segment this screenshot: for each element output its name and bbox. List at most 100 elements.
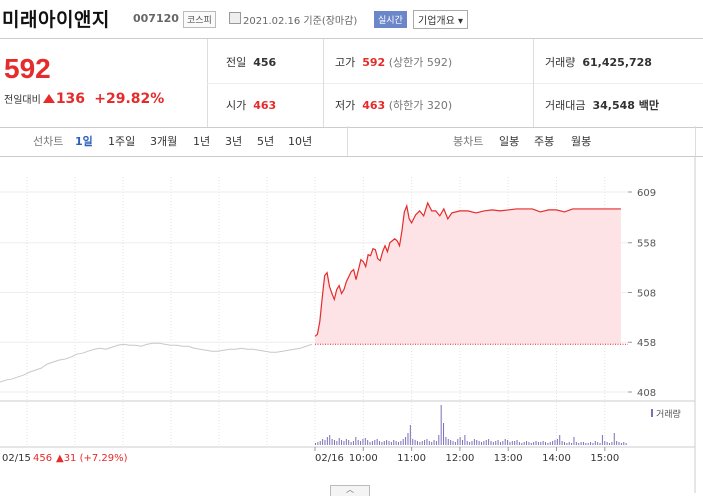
tab-10y[interactable]: 10년 [288,135,313,148]
volume-bar [537,442,539,445]
volume-bar [566,443,568,445]
volume-bar [419,442,421,445]
volume-bar [592,443,594,445]
trade-amount: 거래대금 34,548 백만 [545,99,660,112]
volume-bar [416,441,418,445]
volume-bar [485,440,487,445]
volume-bar [514,441,516,445]
tab-daily[interactable]: 일봉 [499,135,520,148]
tab-3y[interactable]: 3년 [225,135,243,148]
volume-bar [547,443,549,445]
volume-bar [471,441,473,445]
volume-bar [526,441,528,445]
volume-bar [518,442,520,445]
stock-name: 미래아이앤지 [2,9,110,31]
volume-bar [315,443,316,445]
volume-bar [445,437,447,445]
volume-bar [507,440,509,445]
change-percent: +29.82% [94,91,165,107]
volume-bar [336,441,338,445]
y-tick-label: 408 [637,388,656,399]
prev-day-line [0,342,313,383]
volume-bar [443,423,445,445]
volume-bar [625,443,627,445]
volume-bar [556,439,558,445]
prev-day-change: ▲31 (+7.29%) [56,453,128,464]
volume-bar [333,440,335,445]
volume-bar [504,439,506,445]
volume-bar [488,439,490,445]
tab-1d[interactable]: 1일 [75,135,93,148]
line-chart-label: 선차트 [33,135,64,148]
volume-bar [549,442,551,445]
up-arrow-icon [42,94,55,103]
volume-bar [447,439,449,445]
volume: 거래량 61,425,728 [545,56,652,69]
volume-bar [563,442,565,445]
volume-bar [402,439,404,445]
volume-bar [480,442,482,445]
stock-code: 007120 [133,12,179,25]
volume-bar [376,439,378,445]
tab-5y[interactable]: 5년 [257,135,275,148]
divider [207,83,703,84]
tab-1y[interactable]: 1년 [193,135,211,148]
volume-bar [516,440,518,445]
volume-bar [462,440,464,445]
volume-bar [324,440,326,445]
chart-scroll-handle[interactable]: ︿ [330,485,370,496]
volume-bar [597,442,599,445]
volume-bar [450,440,452,445]
price-chart-area: 609 558 508 458 408 거래량 02/15 456 ▲31 (+7.29%) 02… [0,157,703,493]
volume-bar [490,441,492,445]
y-tick-label: 508 [637,288,656,299]
volume-bar [431,442,433,445]
change-label: 전일대비 [4,95,41,106]
volume-bar [322,439,324,445]
corp-info-select[interactable]: 기업개요 ▾ [413,10,468,29]
divider [695,126,696,156]
volume-bar [381,442,383,445]
market-badge: 코스피 [183,11,216,28]
volume-bar [554,440,556,445]
high-price: 고가 592 (상한가 592) [335,56,453,69]
volume-bar [369,442,371,445]
volume-bar [345,439,347,445]
volume-bar [618,442,620,445]
volume-bar [428,441,430,445]
volume-bar [364,438,366,445]
tab-1w[interactable]: 1주일 [108,135,136,148]
volume-bar [616,441,618,445]
volume-bar [414,440,416,445]
tab-3m[interactable]: 3개월 [150,135,178,148]
volume-bar [464,435,466,445]
volume-bar [620,443,622,445]
tab-monthly[interactable]: 월봉 [571,135,592,148]
volume-bar [435,441,437,445]
volume-bar [599,443,601,445]
volume-bar [326,437,328,445]
volume-bar [338,438,340,445]
volume-bar [585,443,587,445]
volume-bar [341,440,343,445]
stock-header: 미래아이앤지 007120 코스피 2021.02.16 기준(장마감) 실시간… [0,0,703,38]
calendar-icon [229,12,241,24]
tab-weekly[interactable]: 주봉 [534,135,555,148]
volume-bar [604,441,606,445]
volume-bar [530,443,532,445]
volume-bar [571,443,573,445]
volume-bar [317,442,319,445]
volume-bar [606,442,608,445]
volume-bar [421,441,423,445]
volume-bar [400,441,402,445]
realtime-button[interactable]: 실시간 [374,11,407,28]
divider [323,39,324,127]
volume-bar [357,440,359,445]
volume-bar [348,440,350,445]
volume-bar [395,441,397,445]
volume-bar [390,442,392,445]
volume-bar [497,440,499,445]
volume-bar [601,435,603,445]
volume-bar [495,441,497,445]
volume-bar [473,439,475,445]
